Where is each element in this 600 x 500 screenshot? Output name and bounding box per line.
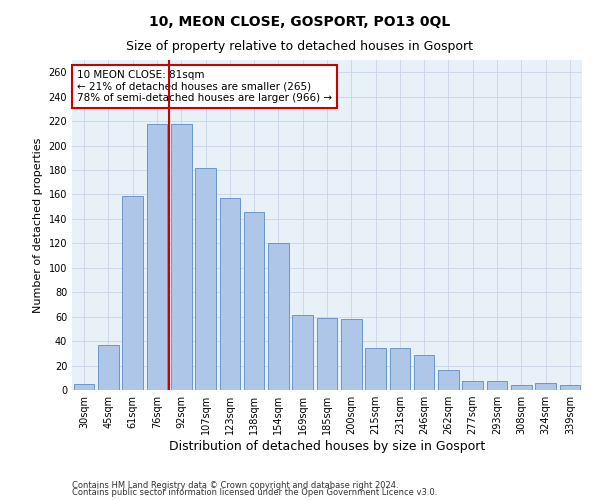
Bar: [438, 370, 459, 390]
Bar: [487, 382, 508, 390]
Bar: [292, 316, 313, 390]
Bar: [195, 168, 216, 390]
Bar: [511, 385, 532, 390]
Bar: [74, 384, 94, 390]
Text: 10 MEON CLOSE: 81sqm
← 21% of detached houses are smaller (265)
78% of semi-deta: 10 MEON CLOSE: 81sqm ← 21% of detached h…: [77, 70, 332, 103]
Bar: [317, 318, 337, 390]
Bar: [389, 348, 410, 390]
Bar: [414, 354, 434, 390]
Bar: [365, 348, 386, 390]
Bar: [171, 124, 191, 390]
Bar: [122, 196, 143, 390]
Text: 10, MEON CLOSE, GOSPORT, PO13 0QL: 10, MEON CLOSE, GOSPORT, PO13 0QL: [149, 15, 451, 29]
Bar: [463, 382, 483, 390]
Bar: [220, 198, 240, 390]
Text: Contains public sector information licensed under the Open Government Licence v3: Contains public sector information licen…: [72, 488, 437, 497]
Bar: [341, 319, 362, 390]
Text: Contains HM Land Registry data © Crown copyright and database right 2024.: Contains HM Land Registry data © Crown c…: [72, 480, 398, 490]
Bar: [244, 212, 265, 390]
Bar: [146, 124, 167, 390]
X-axis label: Distribution of detached houses by size in Gosport: Distribution of detached houses by size …: [169, 440, 485, 453]
Bar: [268, 244, 289, 390]
Bar: [535, 382, 556, 390]
Bar: [560, 385, 580, 390]
Text: Size of property relative to detached houses in Gosport: Size of property relative to detached ho…: [127, 40, 473, 53]
Bar: [98, 345, 119, 390]
Y-axis label: Number of detached properties: Number of detached properties: [33, 138, 43, 312]
